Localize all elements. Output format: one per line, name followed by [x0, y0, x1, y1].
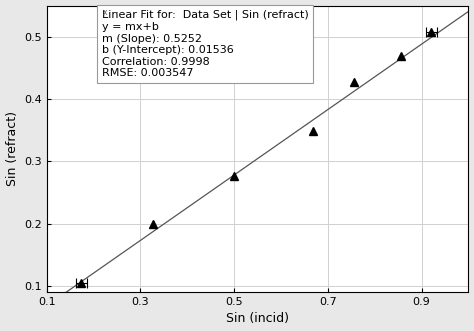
Y-axis label: Sin (refract): Sin (refract)	[6, 111, 18, 186]
Text: x  −: x −	[103, 8, 118, 17]
X-axis label: Sin (incid): Sin (incid)	[226, 312, 289, 325]
Text: Linear Fit for:  Data Set | Sin (refract)
y = mx+b
m (Slope): 0.5252
b (Y-Interc: Linear Fit for: Data Set | Sin (refract)…	[101, 10, 308, 78]
